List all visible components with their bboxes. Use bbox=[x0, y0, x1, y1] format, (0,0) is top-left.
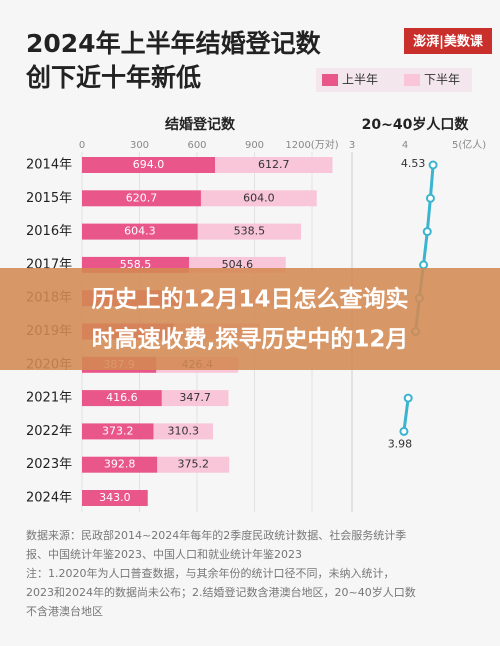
banner-text: 时高速收费,探寻历史中的12月 bbox=[92, 326, 409, 353]
value-label: 416.6 bbox=[106, 391, 138, 404]
overlay: 历史上的12月14日怎么查询实时高速收费,探寻历史中的12月数据来源：民政部20… bbox=[0, 268, 500, 618]
logo: 澎湃|美数课 bbox=[413, 34, 484, 50]
x-tick-label: 600 bbox=[187, 140, 206, 151]
value-label: 375.2 bbox=[177, 458, 209, 471]
legend-swatch bbox=[322, 74, 338, 86]
value-label: 558.5 bbox=[120, 258, 152, 271]
legend-label: 下半年 bbox=[424, 73, 460, 87]
note: 注：1.2020年为人口普查数据，与其余年份的统计口径不同，未纳入统计， bbox=[26, 566, 395, 580]
value-label: 504.6 bbox=[222, 258, 254, 271]
note: 不含港澳台地区 bbox=[26, 604, 103, 618]
chart-title: 2024年上半年结婚登记数 bbox=[26, 29, 322, 58]
legend-box bbox=[316, 68, 472, 92]
bar bbox=[82, 223, 198, 240]
legend-label: 上半年 bbox=[342, 73, 378, 87]
bar bbox=[215, 157, 333, 173]
y-tick-label: 2014年 bbox=[26, 158, 72, 173]
y-tick-label: 2015年 bbox=[26, 191, 72, 206]
bar bbox=[82, 390, 162, 407]
chart-subtitle: 创下近十年新低 bbox=[25, 63, 201, 92]
x-tick-label: 1200(万对) bbox=[285, 138, 338, 151]
point bbox=[425, 193, 435, 203]
point bbox=[422, 227, 432, 237]
value-label: 3.98 bbox=[388, 437, 413, 450]
y-tick-label: 2016年 bbox=[26, 224, 72, 239]
value-label: 343.0 bbox=[99, 491, 131, 504]
x-tick-label: 300 bbox=[130, 140, 149, 151]
bar bbox=[200, 190, 317, 207]
bar bbox=[82, 190, 201, 207]
bar-panel-title: 结婚登记数 bbox=[165, 116, 236, 133]
note: 数据来源：民政部2014~2024年每年的2季度民政统计数据、社会服务统计季 bbox=[26, 528, 406, 542]
x-tick-label: 5(亿人) bbox=[452, 138, 486, 151]
value-label: 694.0 bbox=[133, 158, 165, 171]
x-tick-label: 4 bbox=[402, 140, 408, 151]
value-label: 392.8 bbox=[104, 458, 136, 471]
point bbox=[428, 160, 438, 170]
x-tick-label: 3 bbox=[349, 140, 355, 151]
value-label: 604.3 bbox=[124, 225, 156, 238]
point bbox=[403, 393, 413, 403]
value-label: 538.5 bbox=[234, 225, 266, 238]
bar bbox=[153, 423, 214, 440]
note: 2023和2024年的数据尚未公布；2.结婚登记数含港澳台地区，20~40岁人口… bbox=[26, 585, 416, 599]
banner-text: 历史上的12月14日怎么查询实 bbox=[91, 286, 408, 313]
bar bbox=[157, 456, 230, 473]
value-label: 620.7 bbox=[126, 191, 158, 204]
value-label: 604.0 bbox=[243, 191, 275, 204]
bar bbox=[82, 423, 154, 440]
value-label: 373.2 bbox=[102, 424, 134, 437]
legend-swatch bbox=[404, 74, 420, 86]
bar bbox=[82, 490, 148, 506]
banner bbox=[0, 268, 500, 370]
x-tick-label: 900 bbox=[245, 140, 264, 151]
bar bbox=[82, 157, 216, 173]
value-label: 310.3 bbox=[168, 424, 200, 437]
logo-box bbox=[404, 28, 492, 54]
value-label: 612.7 bbox=[258, 158, 290, 171]
line-panel-title: 20~40岁人口数 bbox=[362, 116, 470, 133]
note: 报、中国统计年鉴2023、中国人口和就业统计年鉴2023 bbox=[26, 547, 302, 561]
bar bbox=[197, 223, 302, 240]
bar bbox=[161, 390, 229, 407]
x-tick-label: 0 bbox=[79, 140, 85, 151]
y-tick-label: 2023年 bbox=[26, 457, 72, 472]
point bbox=[399, 426, 409, 436]
y-tick-label: 2021年 bbox=[26, 391, 72, 406]
value-label: 347.7 bbox=[179, 391, 211, 404]
value-label: 4.53 bbox=[401, 157, 426, 170]
bar bbox=[82, 456, 158, 473]
point bbox=[419, 260, 429, 270]
y-tick-label: 2024年 bbox=[26, 491, 72, 506]
y-tick-label: 2022年 bbox=[26, 424, 72, 439]
